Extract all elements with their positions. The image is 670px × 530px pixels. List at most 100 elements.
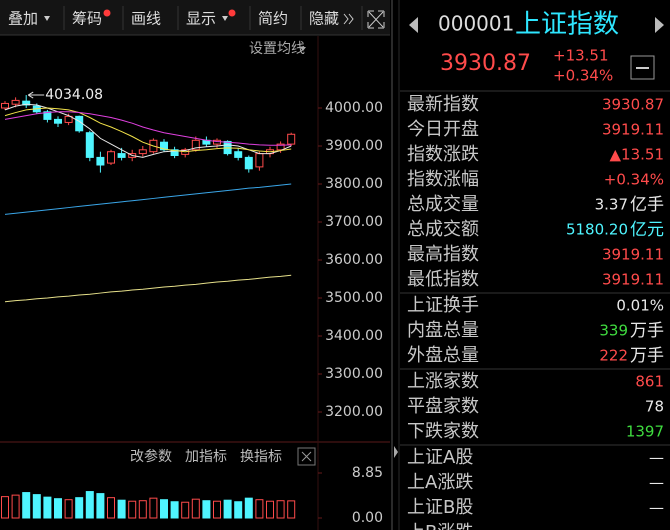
candle-body	[138, 149, 147, 155]
indicator-button[interactable]: 加指标	[185, 449, 227, 465]
volume-bar	[64, 499, 73, 519]
candle-body	[11, 99, 20, 105]
moving-average	[4, 274, 292, 303]
row-value: —	[649, 449, 664, 467]
row-value: —	[649, 524, 664, 530]
toolbar-button[interactable]: 显示	[186, 10, 216, 28]
row-label: 最高指数	[407, 244, 479, 265]
y-tick-label: 3900.00	[325, 138, 383, 154]
row-value: —	[649, 499, 664, 517]
volume-bar	[213, 500, 221, 519]
settings-button[interactable]: 设置均线	[249, 41, 305, 57]
row-unit: 万手	[630, 321, 664, 341]
row-label: 上证换手	[407, 295, 479, 316]
next-arrow[interactable]	[655, 17, 664, 33]
indicator-button[interactable]: 改参数	[130, 448, 172, 465]
row-label: 外盘总量	[407, 345, 479, 366]
volume-bar	[170, 501, 179, 519]
candle-body	[213, 139, 221, 145]
candle-body	[22, 100, 31, 106]
volume-bar	[202, 500, 211, 519]
volume-bar	[234, 501, 243, 519]
row-label: 最新指数	[407, 94, 479, 115]
volume-bar	[181, 501, 190, 519]
row-label: 上涨家数	[407, 371, 479, 392]
change-pct: +0.34%	[553, 67, 613, 85]
toolbar-button[interactable]: 隐藏	[309, 10, 339, 28]
y-tick-label: 3400.00	[325, 328, 383, 344]
y-tick-label: 8.85	[352, 465, 383, 481]
volume-bar	[223, 499, 232, 519]
dropdown-icon	[222, 16, 228, 21]
y-tick-label: 3500.00	[325, 290, 383, 306]
volume-bar	[117, 499, 126, 519]
volume-bar	[276, 500, 285, 519]
candle-body	[96, 156, 105, 166]
row-unit: 亿手	[630, 195, 664, 215]
candle-body	[244, 156, 253, 170]
candle-body	[170, 149, 179, 157]
candle-body	[1, 102, 9, 109]
candle-body	[117, 153, 126, 158]
badge-dot	[228, 9, 236, 17]
volume-bar	[244, 497, 253, 519]
collapse-arrow[interactable]	[394, 446, 398, 458]
change: +13.51	[553, 47, 609, 65]
peak-arrow	[27, 91, 45, 99]
volume-bar	[1, 496, 9, 519]
volume-bar	[22, 492, 31, 519]
row-unit: 万手	[630, 346, 664, 366]
row-value: 0.01%	[616, 297, 664, 315]
close-icon	[301, 451, 312, 462]
volume-bar	[75, 497, 84, 519]
volume-bar	[149, 497, 158, 519]
row-label: 下跌家数	[407, 421, 479, 442]
stock-code: 000001	[438, 12, 514, 36]
moving-average	[4, 183, 292, 215]
candle-body	[64, 115, 73, 123]
candle-body	[191, 139, 200, 151]
row-value: —	[649, 474, 664, 492]
row-value: ▲13.51	[610, 146, 664, 164]
row-label: 上A涨跌	[407, 472, 473, 493]
close-button[interactable]	[297, 447, 316, 466]
row-label: 指数涨跌	[407, 144, 479, 165]
candle-body	[85, 132, 94, 158]
fullscreen-icon[interactable]	[367, 10, 385, 29]
row-label: 指数涨幅	[407, 169, 479, 190]
prev-arrow[interactable]	[409, 17, 418, 33]
volume-bar	[32, 494, 41, 519]
candle-body	[287, 133, 296, 145]
y-tick-label: 3200.00	[325, 404, 383, 420]
row-value: 3919.11	[602, 121, 664, 139]
row-label: 上证B股	[407, 497, 473, 518]
toolbar-button[interactable]: 简约	[258, 10, 288, 28]
y-tick-label: 3700.00	[325, 214, 383, 230]
y-tick-label: 3800.00	[325, 176, 383, 192]
volume-bar	[128, 500, 137, 519]
volume-bar	[107, 497, 115, 519]
toolbar-button[interactable]: 筹码	[72, 10, 102, 28]
row-label: 今日开盘	[407, 119, 479, 140]
row-label: 上证A股	[407, 447, 473, 468]
candle-body	[54, 118, 62, 124]
indicator-button[interactable]: 换指标	[240, 448, 282, 465]
toolbar-button[interactable]: 画线	[131, 10, 161, 28]
volume-bar	[11, 494, 20, 519]
volume-bar	[138, 500, 147, 519]
row-label: 内盘总量	[407, 320, 479, 341]
volume-bar	[54, 498, 62, 519]
volume-bar	[43, 496, 52, 519]
row-value: 861	[635, 373, 664, 391]
row-value: 3.37	[595, 196, 628, 214]
candle-body	[43, 111, 52, 120]
minimize-button[interactable]	[630, 55, 655, 80]
price: 3930.87	[440, 51, 531, 76]
toolbar-button[interactable]: 叠加	[8, 10, 38, 28]
badge-dot	[103, 9, 111, 17]
row-value: 5180.20	[566, 221, 628, 239]
chevron-icon	[343, 13, 354, 25]
moving-average	[4, 107, 292, 153]
row-label: 最低指数	[407, 269, 479, 290]
row-value: 3930.87	[602, 96, 664, 114]
